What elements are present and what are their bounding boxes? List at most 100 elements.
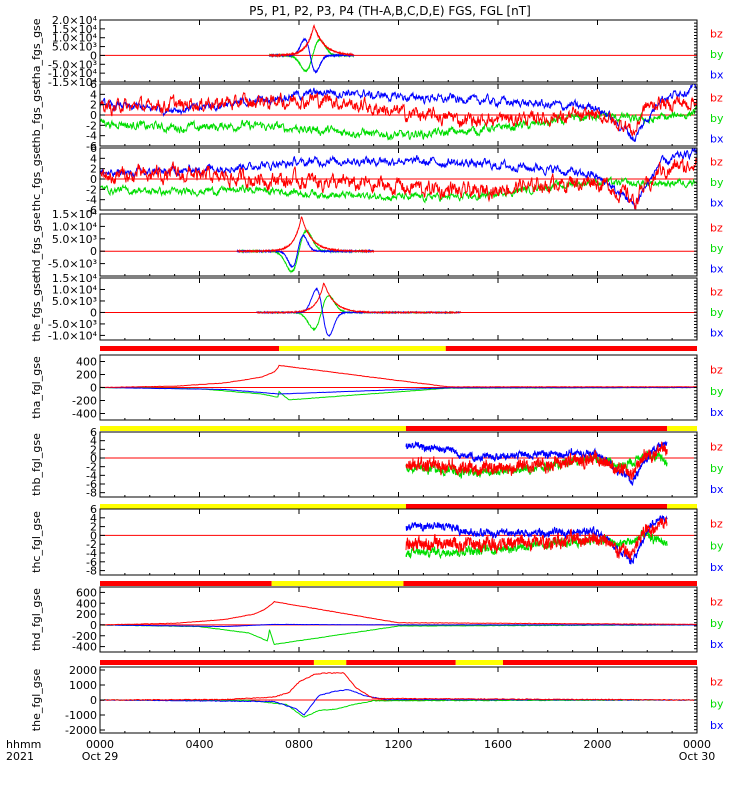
mode-bar-segment — [346, 660, 456, 665]
legend-bz: bz — [710, 222, 723, 235]
y-tick-label: 200 — [76, 369, 97, 382]
y-tick-label: -2 — [86, 183, 97, 196]
y-tick-label: -1000 — [65, 709, 97, 722]
y-tick-label: 0 — [90, 245, 97, 258]
panel-frame — [99, 213, 698, 277]
legend-by: by — [710, 385, 724, 398]
y-tick-label: -8 — [86, 565, 97, 578]
y-tick-label: -200 — [72, 395, 97, 408]
y-axis-label: thb_fgs_gse — [30, 82, 43, 148]
y-tick-label: 1.0×10⁴ — [52, 283, 98, 296]
x-tick-label: 0800 — [285, 738, 313, 751]
y-tick-label: 0 — [90, 109, 97, 122]
y-tick-label: 6 — [90, 426, 97, 439]
series-bx-line — [100, 148, 697, 210]
x-tick-date-label: Oct 30 — [679, 750, 716, 763]
legend-bx: bx — [710, 406, 724, 419]
panel-frame — [99, 586, 698, 653]
mode-bar-segment — [445, 346, 697, 351]
y-axis-label: tha_fgl_gse — [30, 356, 43, 419]
y-tick-label: 6 — [90, 142, 97, 155]
legend-bz: bz — [710, 518, 723, 531]
mode-bar-segment — [403, 581, 697, 586]
y-tick-label: -1.0×10⁴ — [48, 67, 98, 80]
y-axis-label: thd_fgl_gse — [30, 588, 43, 651]
y-tick-label: 5.0×10³ — [52, 41, 97, 54]
legend-by: by — [710, 242, 724, 255]
series-bx-line — [100, 386, 697, 395]
y-tick-label: -6 — [86, 478, 97, 491]
y-tick-label: 0 — [90, 382, 97, 395]
x-tick-label: 1200 — [385, 738, 413, 751]
series-bz-line — [236, 216, 375, 254]
y-tick-label: -1.0×10⁴ — [48, 329, 98, 342]
y-tick-label: 1.5×10⁴ — [52, 23, 98, 36]
y-axis-label: the_fgs_gse — [30, 276, 43, 341]
series-bx-line — [100, 689, 697, 716]
series-by-line — [100, 624, 697, 646]
y-tick-label: 2.0×10⁴ — [52, 14, 98, 27]
y-tick-label: -2 — [86, 538, 97, 551]
mode-bar-segment — [100, 660, 314, 665]
legend-bz: bz — [710, 156, 723, 169]
legend-bx: bx — [710, 327, 724, 340]
y-tick-label: -4 — [86, 194, 97, 207]
y-tick-label: -6 — [86, 204, 97, 217]
y-tick-label: 600 — [76, 586, 97, 599]
legend-by: by — [710, 539, 724, 552]
y-tick-label: -1.5×10⁴ — [48, 76, 98, 89]
legend-bz: bz — [710, 28, 723, 41]
x-tick-date-label: Oct 29 — [82, 750, 119, 763]
legend-bz: bz — [710, 363, 723, 376]
y-tick-label: -5.0×10³ — [48, 258, 97, 271]
y-tick-label: 1.0×10⁴ — [52, 220, 98, 233]
panels-group: 2.0×10⁴1.5×10⁴1.0×10⁴5.0×10³0-5.0×10³-1.… — [30, 14, 724, 737]
y-tick-label: 4 — [90, 435, 97, 448]
series-bz-line — [100, 672, 697, 701]
legend-bx: bx — [710, 483, 724, 496]
y-tick-label: -2 — [86, 461, 97, 474]
y-axis-label: thd_fgs_gse — [30, 212, 43, 278]
y-tick-label: 5.0×10³ — [52, 233, 97, 246]
y-axis-label: thb_fgl_gse — [30, 433, 43, 496]
x-axis-format-label: hhmm — [6, 738, 41, 751]
mode-bar-segment — [100, 504, 406, 509]
x-tick-label: 1600 — [484, 738, 512, 751]
series-bz-line — [100, 364, 697, 389]
y-tick-label: 2 — [90, 521, 97, 534]
y-tick-label: 0 — [90, 619, 97, 632]
legend-bx: bx — [710, 197, 724, 210]
y-axis-label: tha_fgs_gse — [30, 18, 43, 83]
y-tick-label: 0 — [90, 694, 97, 707]
legend-bz: bz — [710, 286, 723, 299]
legend-bx: bx — [710, 638, 724, 651]
y-tick-label: -4 — [86, 130, 97, 143]
y-tick-label: 6 — [90, 78, 97, 91]
y-tick-label: -2000 — [65, 724, 97, 737]
y-tick-label: -5.0×10³ — [48, 318, 97, 331]
mode-bar-segment — [100, 426, 406, 431]
panel-frame — [99, 19, 698, 83]
y-tick-label: -400 — [72, 408, 97, 421]
y-tick-label: 4 — [90, 152, 97, 165]
mode-bar-segment — [405, 504, 668, 509]
legend-bz: bz — [710, 676, 723, 689]
series-bx-line — [405, 514, 668, 565]
legend-by: by — [710, 306, 724, 319]
legend-by: by — [710, 176, 724, 189]
y-axis-label: the_fgl_gse — [30, 669, 43, 732]
y-tick-label: 1.5×10⁴ — [52, 272, 98, 285]
legend-by: by — [710, 112, 724, 125]
y-tick-label: 2000 — [69, 664, 97, 677]
y-tick-label: 1.0×10⁴ — [52, 32, 98, 45]
legend-bx: bx — [710, 263, 724, 276]
legend-bz: bz — [710, 595, 723, 608]
y-tick-label: 0 — [90, 306, 97, 319]
series-by-line — [405, 529, 668, 560]
y-tick-label: 0 — [90, 452, 97, 465]
